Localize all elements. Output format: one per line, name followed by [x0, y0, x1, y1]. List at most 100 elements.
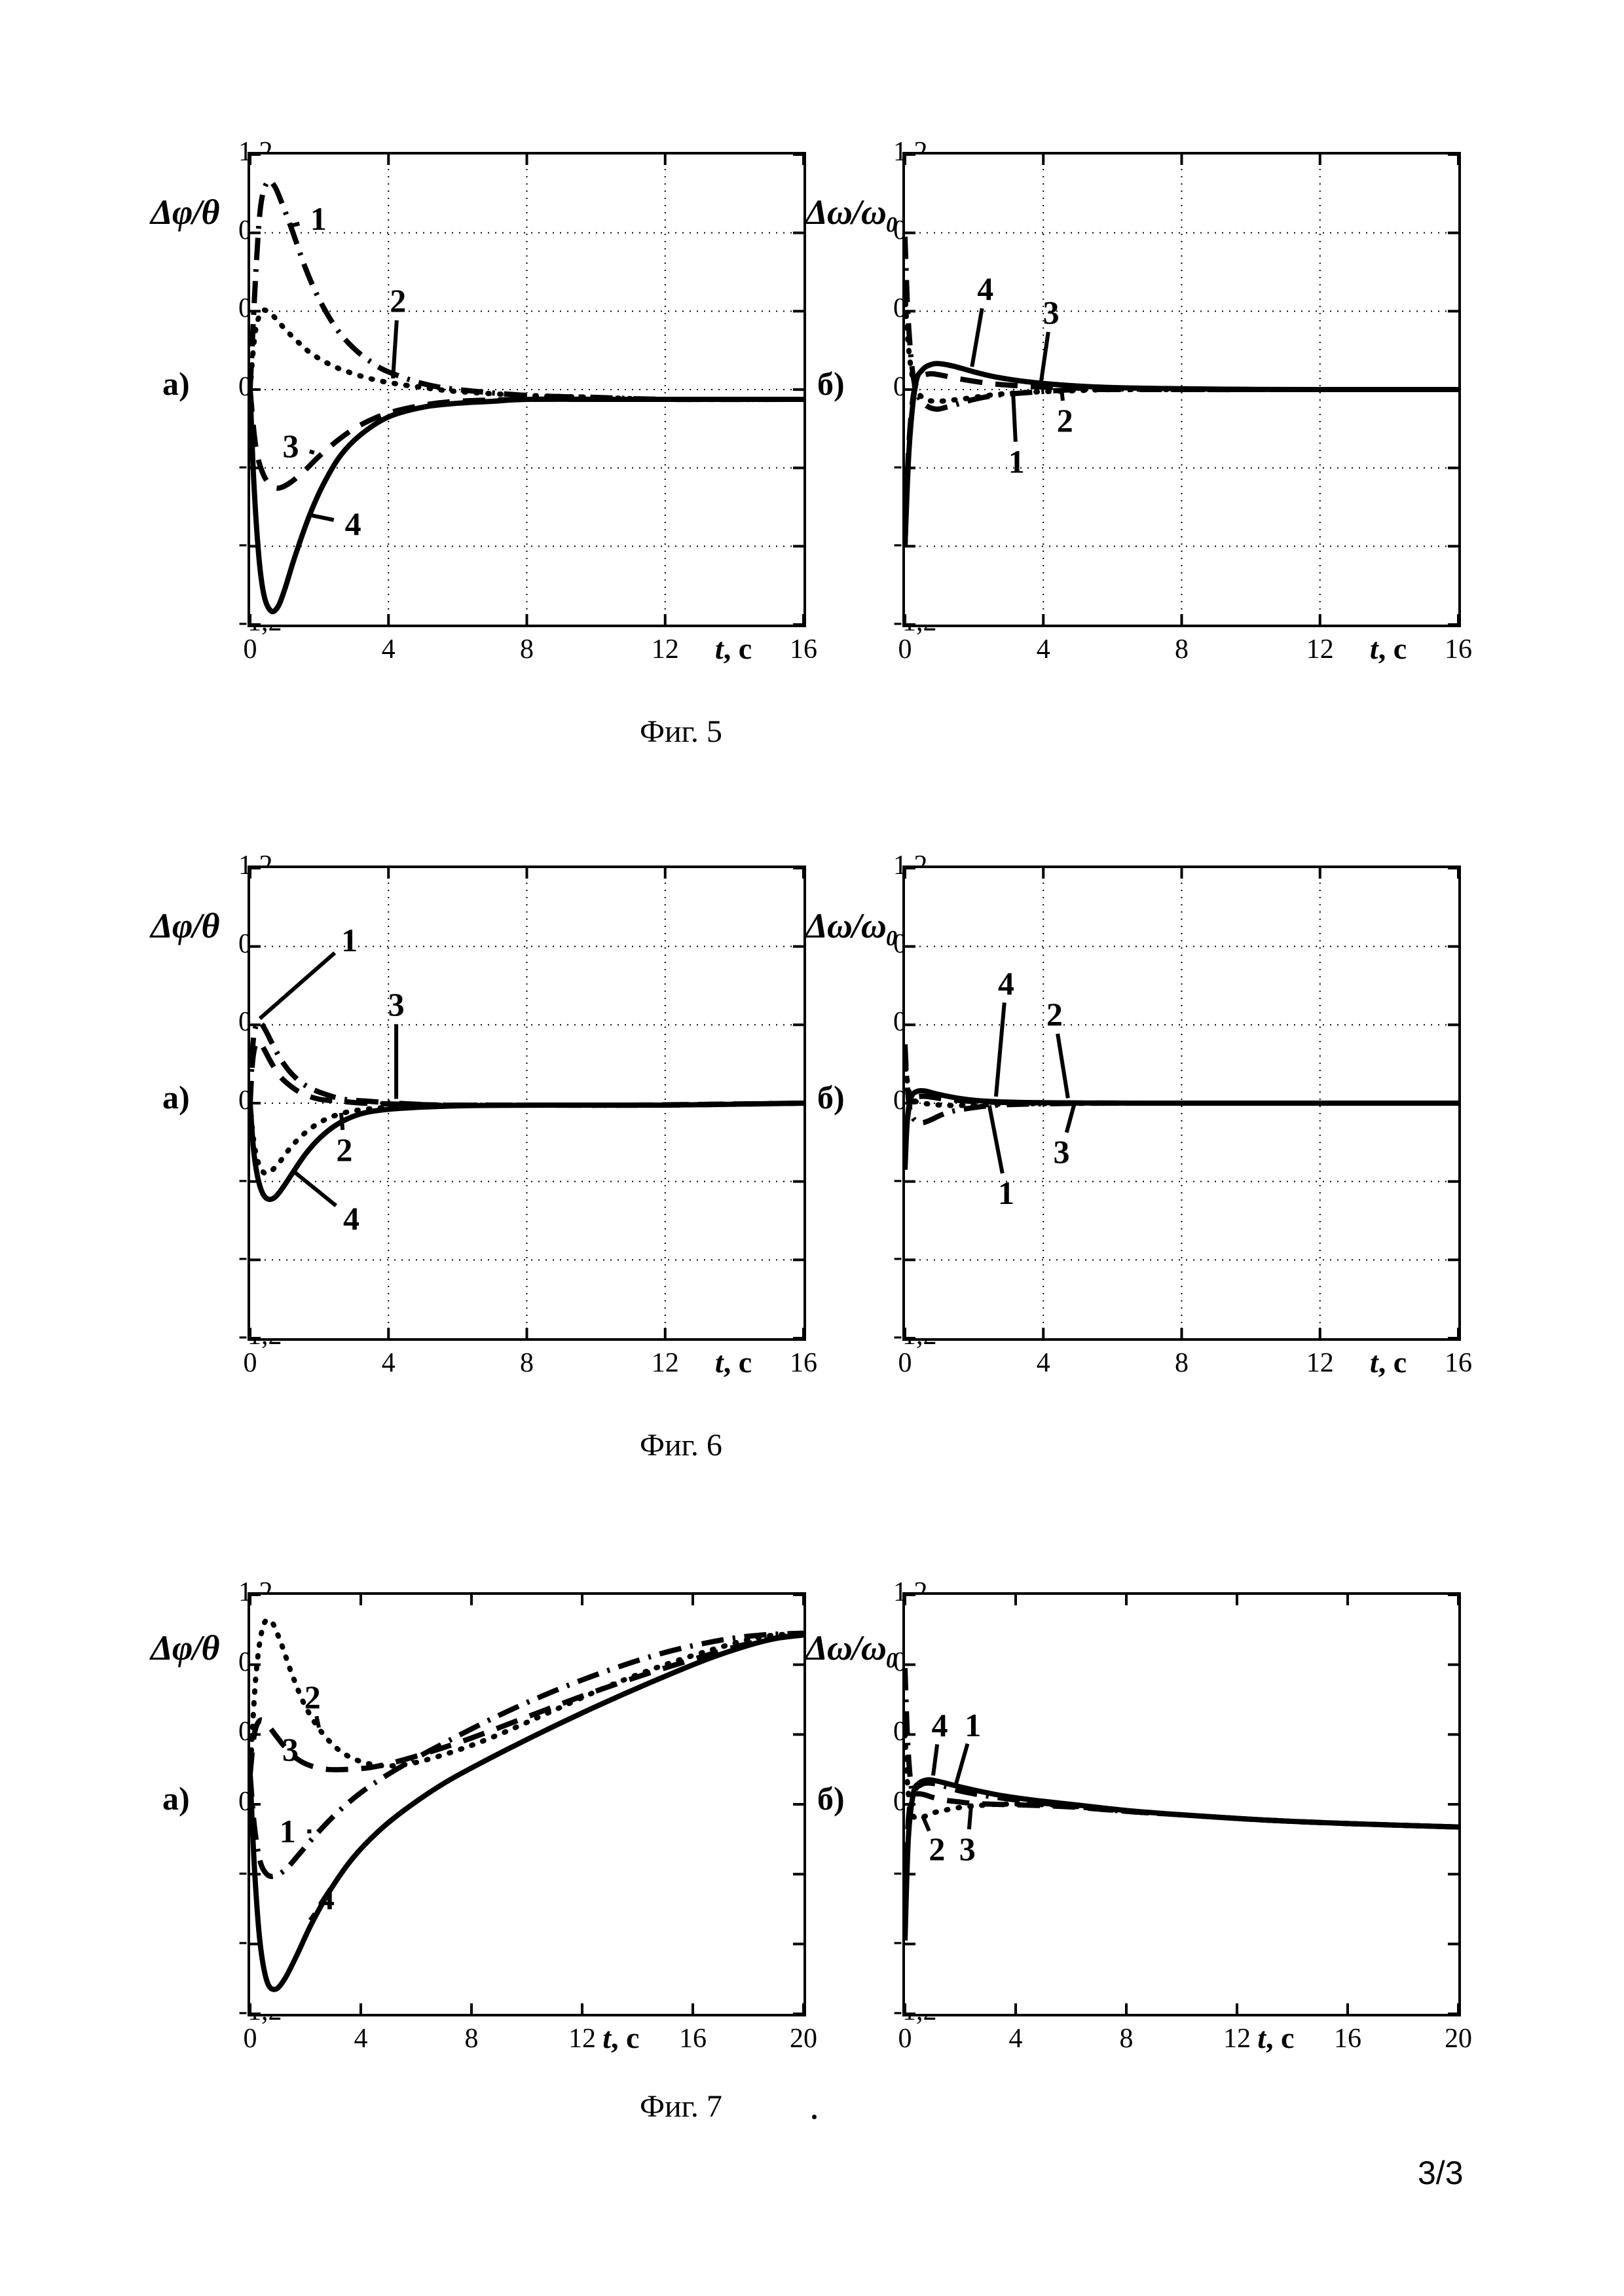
x-tick-label: 0	[898, 634, 912, 665]
x-tick-label: 0	[244, 1347, 257, 1379]
figure-6-panel-b: Δω/ω0б)1,20,80,40-0,4-0,8-1,20481216t, с…	[805, 851, 1495, 1408]
y-axis-label-delta-phi-theta: Δφ/θ	[151, 1628, 219, 1668]
axis-ticks	[250, 155, 803, 625]
x-tick-label: 4	[382, 634, 396, 665]
x-tick-label: 4	[1037, 634, 1050, 665]
curve-4	[905, 1091, 1458, 1170]
curve-1	[250, 1633, 803, 1876]
figure-6-panel-a: Δφ/θа)1,20,80,40-0,4-0,8-1,20481216t, с1…	[151, 851, 840, 1408]
plot-area	[902, 866, 1461, 1341]
curve-number-label: 4	[932, 1706, 948, 1744]
panel-letter: а)	[162, 1078, 190, 1116]
figure-block-6: Δφ/θа)1,20,80,40-0,4-0,8-1,20481216t, с1…	[0, 851, 1624, 1427]
plot-area	[902, 1592, 1461, 2016]
scan-artifact-dot	[812, 2115, 817, 2119]
figure-5-panel-a: Δφ/θа)1,20,80,40-0,4-0,8-1,20481216t, с1…	[151, 137, 840, 694]
panel-letter: а)	[162, 365, 190, 403]
x-tick-label: 8	[1175, 1347, 1189, 1379]
x-tick-label: 0	[244, 634, 257, 665]
curve-number-label: 4	[998, 964, 1014, 1002]
x-tick-label: 8	[1175, 634, 1189, 665]
panel-letter: б)	[817, 1779, 845, 1817]
x-tick-label: 20	[1445, 2023, 1472, 2054]
figure-7-panel-a: Δφ/θа)1,20,80,40-0,4-0,8-1,2048121620t, …	[151, 1578, 840, 2083]
figure-block-5: Δφ/θа)1,20,80,40-0,4-0,8-1,20481216t, с1…	[0, 137, 1624, 714]
figure-caption-6: Фиг. 6	[0, 1427, 1493, 1463]
plot-area	[248, 152, 806, 627]
curve-number-label: 2	[336, 1131, 352, 1169]
x-tick-label: 16	[679, 2023, 707, 2054]
x-axis-title: t, с	[715, 1345, 752, 1379]
x-tick-label: 8	[520, 1347, 534, 1379]
y-axis-label-delta-omega-omega0: Δω/ω0	[805, 192, 896, 238]
y-axis-label-delta-phi-theta: Δφ/θ	[151, 905, 219, 946]
x-axis-title: t, с	[715, 631, 752, 666]
x-tick-label: 0	[898, 2023, 912, 2054]
figure-caption-7: Фиг. 7	[0, 2088, 1493, 2124]
curve-4	[250, 1635, 803, 1989]
grid-lines	[250, 155, 803, 625]
curve-number-label: 2	[304, 1678, 321, 1716]
x-tick-label: 8	[465, 2023, 479, 2054]
x-tick-label: 4	[354, 2023, 368, 2054]
plot-area	[248, 1592, 806, 2016]
curve-3	[250, 390, 803, 488]
plot-area	[902, 152, 1461, 627]
curve-number-label: 3	[282, 1730, 299, 1768]
curve-2	[905, 291, 1458, 401]
curve-number-label: 1	[965, 1706, 981, 1744]
x-tick-label: 16	[1445, 1347, 1472, 1379]
x-axis-title: t, с	[1257, 2020, 1294, 2055]
y-axis-label-delta-phi-theta: Δφ/θ	[151, 192, 219, 232]
x-tick-label: 16	[1445, 634, 1472, 665]
x-tick-label: 12	[1223, 2023, 1251, 2054]
curve-2	[250, 1620, 803, 1775]
curve-number-label: 1	[998, 1174, 1014, 1212]
curve-number-label: 1	[341, 921, 358, 959]
panel-letter: б)	[817, 1078, 845, 1116]
axis-ticks	[250, 1595, 803, 2014]
x-tick-label: 12	[1306, 634, 1334, 665]
x-tick-label: 4	[382, 1347, 396, 1379]
curve-number-label: 4	[345, 505, 361, 543]
page-number: 3/3	[1418, 2154, 1464, 2192]
curve-number-label: 1	[310, 200, 327, 238]
figure-caption-5: Фиг. 5	[0, 714, 1493, 750]
curve-number-label: 1	[280, 1812, 296, 1850]
curve-number-label: 3	[1053, 1133, 1069, 1171]
x-tick-label: 4	[1009, 2023, 1023, 2054]
x-tick-label: 8	[1120, 2023, 1134, 2054]
plot-area	[248, 866, 806, 1341]
panel-letter: а)	[162, 1779, 190, 1817]
y-axis-label-delta-omega-omega0: Δω/ω0	[805, 1628, 896, 1673]
curve-number-label: 4	[343, 1199, 360, 1237]
curve-4	[905, 363, 1458, 546]
x-axis-title: t, с	[602, 2020, 639, 2055]
x-tick-label: 0	[898, 1347, 912, 1379]
curve-number-label: 3	[1043, 293, 1060, 331]
curve-number-label: 2	[1046, 995, 1063, 1033]
x-tick-label: 16	[1334, 2023, 1361, 2054]
curve-number-label: 3	[388, 985, 405, 1023]
x-tick-label: 0	[244, 2023, 257, 2054]
drawing-sheet: Δφ/θа)1,20,80,40-0,4-0,8-1,20481216t, с1…	[0, 0, 1624, 2296]
x-tick-label: 12	[1306, 1347, 1334, 1379]
curve-number-label: 4	[977, 270, 993, 308]
curve-number-label: 2	[390, 282, 406, 319]
x-tick-label: 12	[652, 634, 679, 665]
x-tick-label: 12	[568, 2023, 596, 2054]
x-tick-label: 12	[652, 1347, 679, 1379]
x-axis-title: t, с	[1370, 631, 1407, 666]
y-axis-label-delta-omega-omega0: Δω/ω0	[805, 905, 896, 951]
figure-block-7: Δφ/θа)1,20,80,40-0,4-0,8-1,2048121620t, …	[0, 1578, 1624, 2095]
curve-number-label: 3	[283, 427, 299, 465]
curve-number-label: 4	[318, 1879, 335, 1917]
figure-5-panel-b: Δω/ω0б)1,20,80,40-0,4-0,8-1,20481216t, с…	[805, 137, 1495, 694]
x-tick-label: 8	[520, 634, 534, 665]
curve-number-label: 1	[1008, 443, 1025, 481]
curve-number-label: 2	[929, 1830, 945, 1868]
figure-7-panel-b: Δω/ω0б)1,20,80,40-0,4-0,8-1,2048121620t,…	[805, 1578, 1495, 2083]
x-tick-label: 4	[1037, 1347, 1050, 1379]
panel-letter: б)	[817, 365, 845, 403]
x-axis-title: t, с	[1370, 1345, 1407, 1379]
